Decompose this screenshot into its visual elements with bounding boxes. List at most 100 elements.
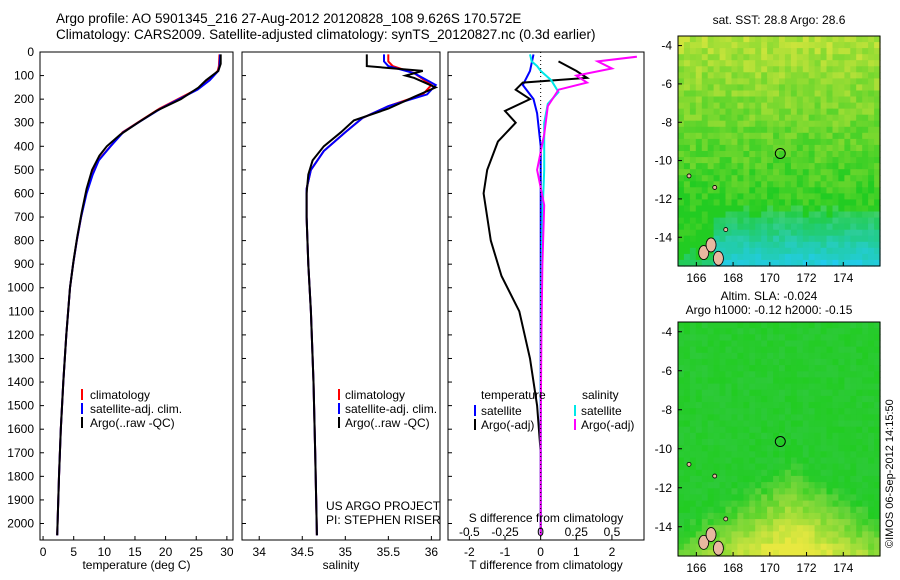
heatmap-cell <box>844 253 851 261</box>
heatmap-cell <box>713 138 721 146</box>
heatmap-cell <box>820 229 828 237</box>
heatmap-cell <box>844 181 851 188</box>
heatmap-cell <box>719 525 727 532</box>
heatmap-cell <box>707 383 715 391</box>
heatmap-cell <box>731 144 738 152</box>
heatmap-cell <box>695 494 703 502</box>
heatmap-cell <box>802 352 810 360</box>
heatmap-cell <box>695 439 703 446</box>
legend-label-1: Argo(-adj) <box>481 418 534 432</box>
heatmap-cell <box>862 500 869 508</box>
heatmap-cell <box>868 48 875 55</box>
heatmap-cell <box>761 451 768 459</box>
heatmap-cell <box>862 365 869 372</box>
heatmap-cell <box>749 108 756 116</box>
heatmap-cell <box>755 199 762 207</box>
heatmap-cell <box>779 96 786 104</box>
heatmap-cell <box>844 469 851 477</box>
map-frame <box>677 35 881 267</box>
heatmap-cell <box>737 439 744 446</box>
heatmap-cell <box>874 334 881 342</box>
heatmap-cell <box>725 144 732 152</box>
heatmap-cell <box>725 328 732 335</box>
heatmap-cell <box>779 383 786 391</box>
heatmap-cell <box>737 543 744 551</box>
heatmap-cell <box>832 108 839 116</box>
heatmap-cell <box>832 420 839 428</box>
heatmap-cell <box>731 494 738 502</box>
heatmap-cell <box>832 187 839 194</box>
heatmap-cell <box>689 445 697 452</box>
heatmap-cell <box>737 340 744 348</box>
legend-title-temperature: temperature <box>481 388 546 402</box>
heatmap-cell <box>683 247 691 255</box>
heatmap-cell <box>784 108 792 116</box>
heatmap-cell <box>808 157 816 164</box>
s-tick-label-4: 0.5 <box>604 525 621 539</box>
heatmap-cell <box>844 328 851 335</box>
heatmap-cell <box>808 451 816 459</box>
heatmap-cell <box>683 494 691 502</box>
heatmap-cell <box>695 241 703 249</box>
heatmap-cell <box>779 346 786 354</box>
heatmap-cell <box>802 371 810 379</box>
y-tick-label-13: 1300 <box>7 351 34 365</box>
heatmap-cell <box>683 169 691 176</box>
heatmap-cell <box>838 66 845 73</box>
heatmap-cell <box>719 365 727 372</box>
heatmap-cell <box>856 463 863 471</box>
heatmap-cell <box>832 138 839 146</box>
heatmap-cell <box>826 169 833 176</box>
heatmap-cell <box>808 408 816 415</box>
heatmap-cell <box>826 469 833 477</box>
heatmap-cell <box>802 512 810 520</box>
heatmap-cell <box>820 169 828 176</box>
heatmap-cell <box>737 175 744 182</box>
heatmap-cell <box>826 383 833 391</box>
heatmap-cell <box>689 439 697 446</box>
heatmap-cell <box>808 181 816 188</box>
heatmap-cell <box>802 408 810 415</box>
heatmap-cell <box>761 48 768 55</box>
heatmap-cell <box>695 78 703 86</box>
heatmap-cell <box>802 383 810 391</box>
heatmap-cell <box>707 352 715 360</box>
heatmap-cell <box>808 346 816 354</box>
heatmap-cell <box>761 322 768 329</box>
heatmap-cell <box>683 84 691 92</box>
heatmap-cell <box>844 482 851 489</box>
heatmap-cell <box>713 340 721 348</box>
heatmap-cell <box>820 475 828 483</box>
heatmap-cell <box>707 229 715 237</box>
heatmap-cell <box>695 475 703 483</box>
heatmap-cell <box>790 414 798 422</box>
y-tick-label-7: 700 <box>14 210 34 224</box>
heatmap-cell <box>832 193 839 201</box>
heatmap-cell <box>773 96 780 104</box>
heatmap-cell <box>844 371 851 379</box>
heatmap-cell <box>838 383 845 391</box>
heatmap-cell <box>761 531 768 539</box>
heatmap-cell <box>850 157 857 164</box>
heatmap-cell <box>802 36 810 43</box>
heatmap-cell <box>784 525 792 532</box>
heatmap-cell <box>862 72 869 79</box>
heatmap-cell <box>755 414 762 422</box>
heatmap-cell <box>844 90 851 98</box>
heatmap-cell <box>779 217 786 225</box>
heatmap-cell <box>743 211 750 219</box>
heatmap-cell <box>767 519 774 526</box>
heatmap-cell <box>790 175 798 182</box>
heatmap-cell <box>844 48 851 55</box>
map-x-label-1: 168 <box>723 561 743 575</box>
s-tick-label-2: 0 <box>537 525 544 539</box>
heatmap-cell <box>868 108 875 116</box>
heatmap-cell <box>820 494 828 502</box>
heatmap-cell <box>731 247 738 255</box>
heatmap-cell <box>749 543 756 551</box>
heatmap-cell <box>761 365 768 372</box>
heatmap-cell <box>713 217 721 225</box>
y-tick-label-2: 200 <box>14 92 34 106</box>
heatmap-cell <box>779 175 786 182</box>
heatmap-cell <box>820 235 828 243</box>
